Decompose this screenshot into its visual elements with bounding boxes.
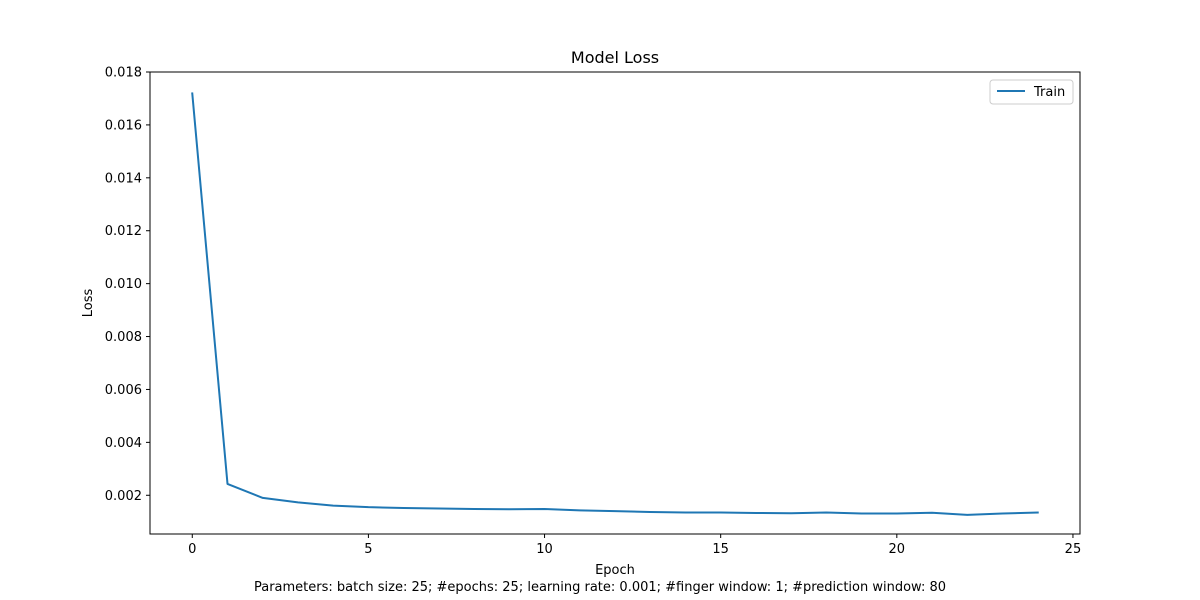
x-tick-label: 5	[364, 542, 372, 557]
y-tick-label: 0.012	[105, 224, 142, 239]
x-tick-label: 10	[536, 542, 553, 557]
y-tick-label: 0.014	[105, 171, 142, 186]
x-tick-label: 20	[889, 542, 906, 557]
series-line-train	[191, 92, 1039, 516]
legend-box	[989, 79, 1074, 105]
y-axis-ticks: 0.002 0.004 0.006 0.008 0.010 0.012 0.014 0.016…	[105, 66, 150, 504]
series-layer	[191, 92, 1039, 516]
x-tick-label: 25	[1065, 542, 1082, 557]
y-tick-label: 0.010	[105, 277, 142, 292]
y-axis-label: Loss	[81, 289, 96, 318]
x-tick-label: 15	[712, 542, 729, 557]
y-tick-label: 0.002	[105, 489, 142, 504]
plot-frame	[149, 71, 1081, 535]
x-tick-label: 0	[188, 542, 196, 557]
y-tick-label: 0.016	[105, 118, 142, 133]
y-tick-label: 0.006	[105, 383, 142, 398]
parameters-caption: Parameters: batch size: 25; #epochs: 25;…	[253, 580, 947, 595]
y-tick-label: 0.018	[105, 66, 142, 81]
y-tick-label: 0.004	[105, 436, 142, 451]
x-axis-ticks: 0 5 10 15 20 25	[188, 534, 1081, 557]
y-tick-label: 0.008	[105, 330, 142, 345]
legend-label-train: Train	[1033, 85, 1065, 100]
legend: Train	[989, 79, 1074, 105]
chart-title: Model Loss	[571, 48, 659, 67]
x-axis-label: Epoch	[595, 563, 635, 578]
